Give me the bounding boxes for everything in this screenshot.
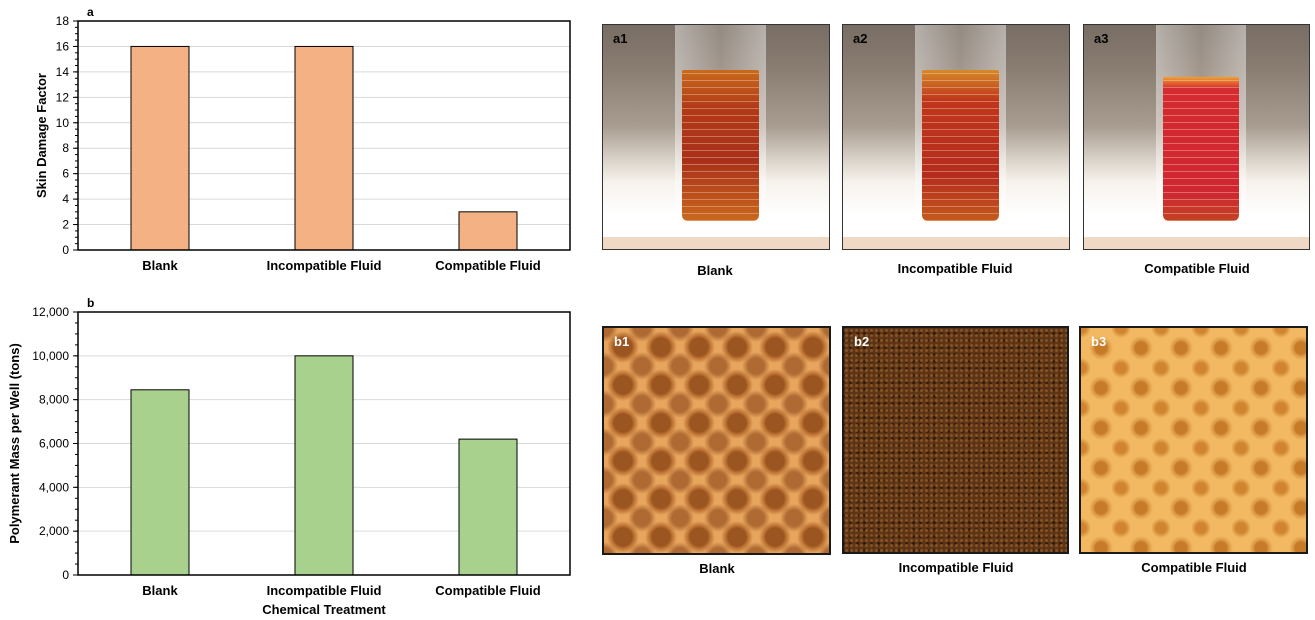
tube-floor <box>1084 237 1309 249</box>
y-axis-label: Skin Damage Factor <box>34 73 49 198</box>
texture-overlay <box>1081 328 1306 552</box>
y-tick-label: 10,000 <box>32 349 69 363</box>
photo-caption: Incompatible Fluid <box>898 560 1014 575</box>
y-tick-label: 2 <box>62 218 69 232</box>
chart-a: 0 2 4 6 8 10 12 14 16 18 Blank Incompatible Fluid Co… <box>34 5 571 273</box>
photo-b2: b2 <box>842 326 1069 554</box>
panel-label: b <box>87 296 94 310</box>
photo-label: a1 <box>613 31 628 46</box>
x-axis-label: Chemical Treatment <box>262 602 386 617</box>
photo-b3: b3 <box>1079 326 1308 554</box>
x-tick-label: Compatible Fluid <box>435 583 541 598</box>
x-tick-label: Incompatible Fluid <box>267 583 382 598</box>
y-tick-label: 12 <box>56 90 70 104</box>
photo-caption: Compatible Fluid <box>1144 261 1250 276</box>
photo-b1: b1 <box>602 326 831 555</box>
texture-overlay <box>604 328 829 553</box>
bar <box>458 438 518 576</box>
bar <box>130 45 190 251</box>
y-tick-label: 18 <box>56 14 70 28</box>
chart-b: 0 2,000 4,000 6,000 8,000 10,000 12,000 Blank In… <box>7 296 571 617</box>
y-tick-label: 0 <box>62 568 69 582</box>
photo-label: a2 <box>853 31 868 46</box>
tube-floor <box>603 237 829 249</box>
photo-a2: a2 <box>842 24 1070 250</box>
tube-graduations <box>682 70 759 221</box>
x-tick-label: Blank <box>142 258 178 273</box>
panel-label: a <box>87 5 94 19</box>
photo-caption: Blank <box>699 561 735 576</box>
tube-graduations <box>922 70 999 221</box>
photo-a3: a3 <box>1083 24 1310 250</box>
plot-frame <box>77 311 571 576</box>
y-tick-label: 6,000 <box>39 437 69 451</box>
x-tick-label: Blank <box>142 583 178 598</box>
y-tick-label: 16 <box>56 39 70 53</box>
photo-caption: Incompatible Fluid <box>897 261 1013 276</box>
tube-fluid <box>1162 77 1240 221</box>
y-tick-label: 10 <box>56 116 70 130</box>
x-tick-label: Compatible Fluid <box>435 258 541 273</box>
y-tick-label: 8,000 <box>39 393 69 407</box>
y-tick-label: 0 <box>62 243 69 257</box>
y-tick-label: 12,000 <box>32 305 69 319</box>
tube-fluid <box>922 70 999 221</box>
y-tick-label: 2,000 <box>39 524 69 538</box>
tube-floor <box>843 237 1069 249</box>
y-axis-label: Polymerant Mass per Well (tons) <box>7 343 22 544</box>
photo-label: a3 <box>1094 31 1109 46</box>
y-tick-label: 14 <box>56 65 70 79</box>
y-tick-label: 6 <box>62 167 69 181</box>
photo-a1: a1 <box>602 24 830 250</box>
photo-caption: Compatible Fluid <box>1141 560 1247 575</box>
bar <box>294 45 354 251</box>
tube-graduations <box>1162 77 1240 221</box>
photo-label: b3 <box>1091 334 1107 349</box>
y-tick-label: 4 <box>62 192 69 206</box>
y-tick-label: 4,000 <box>39 480 69 494</box>
photo-label: b2 <box>854 334 870 349</box>
plot-frame <box>77 20 571 251</box>
bar <box>294 355 354 576</box>
tube-fluid <box>682 70 759 221</box>
photo-caption: Blank <box>697 263 733 278</box>
y-tick-label: 8 <box>62 141 69 155</box>
bar <box>458 211 518 251</box>
bar <box>130 389 190 576</box>
x-tick-label: Incompatible Fluid <box>267 258 382 273</box>
photo-label: b1 <box>614 334 630 349</box>
